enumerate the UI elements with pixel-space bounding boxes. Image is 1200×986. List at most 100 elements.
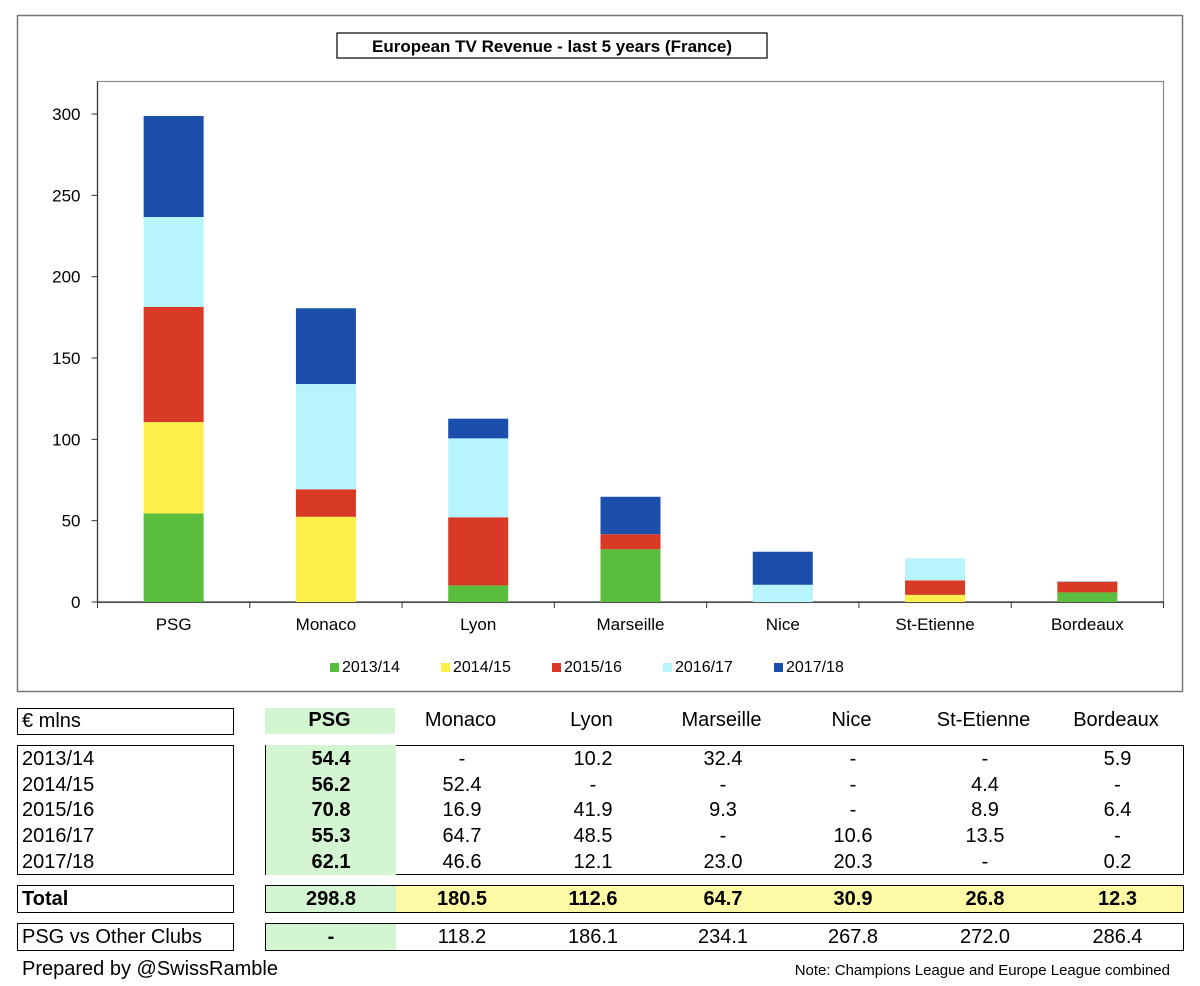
table-cell: 20.3 — [833, 850, 873, 873]
total-values-box: 298.8 180.5 112.6 64.7 30.9 26.8 12.3 — [265, 885, 1184, 913]
legend-label: 2017/18 — [786, 659, 844, 676]
table-cell: 41.9 — [573, 799, 613, 822]
bar-segment — [752, 584, 813, 602]
vs-cell: 234.1 — [697, 925, 749, 948]
season-label: 2017/18 — [22, 850, 95, 873]
bar-segment — [295, 384, 356, 490]
table-cell: - — [458, 748, 466, 771]
bar-segment — [905, 580, 966, 595]
y-tick-label: 300 — [52, 105, 80, 124]
table-cell: 6.4 — [1103, 799, 1132, 822]
total-cell: 112.6 — [528, 886, 658, 912]
bar-segment — [448, 438, 509, 518]
table-cell: 16.9 — [442, 799, 482, 822]
season-label-row: 2014/15 — [18, 773, 233, 799]
table-cell: - — [719, 773, 727, 796]
table-cell: 64.7 — [442, 825, 482, 848]
unit-label-box: € mlns — [17, 708, 234, 735]
table-row: 54.4 - 10.2 32.4 - - 5.9 — [266, 747, 1183, 773]
table-cell: - — [849, 773, 857, 796]
total-cell: 30.9 — [788, 886, 918, 912]
legend-label: 2014/15 — [453, 659, 511, 676]
y-tick-label: 200 — [52, 268, 80, 287]
season-values-box: 54.4-10.2 32.4- -5.9 56.2 52.4- - -4.4-70.8 16.… — [265, 745, 1184, 875]
table-row: 62.1 46.6 12.1 23.0 20.3 - 0.2 — [266, 849, 1183, 875]
table-cell: 10.2 — [573, 748, 613, 771]
bar-segment — [1057, 592, 1118, 602]
vs-label-box: PSG vs Other Clubs — [17, 923, 234, 951]
vs-cell: - — [266, 924, 396, 950]
bar-segment — [448, 517, 509, 586]
table-cell: - — [589, 773, 597, 796]
y-tick-label: 150 — [52, 349, 80, 368]
x-tick-label: Monaco — [296, 615, 356, 634]
legend-swatch — [774, 663, 783, 672]
table-cell: 8.9 — [971, 799, 999, 822]
club-header: PSG — [264, 707, 395, 734]
club-header: Lyon — [570, 709, 613, 732]
total-cell: 298.8 — [266, 886, 396, 912]
season-label: 2015/16 — [22, 799, 95, 822]
x-tick-label: Lyon — [460, 615, 496, 634]
season-rows-block: 2013/14 2014/15 2015/16 2016/17 2017/18 54.4… — [17, 745, 1184, 875]
vs-cell: 267.8 — [827, 925, 879, 948]
table-cell: 46.6 — [442, 850, 482, 873]
table-cell: 0.2 — [1103, 850, 1132, 873]
season-label: 2014/15 — [22, 773, 95, 796]
vs-cell: 286.4 — [1092, 925, 1143, 948]
table-row: 70.8 16.9 41.9 9.3 - 8.9 6.4 — [266, 798, 1183, 824]
x-tick-label: Nice — [766, 615, 800, 634]
table-cell: - — [1114, 825, 1121, 848]
bar-segment — [143, 422, 204, 514]
legend-label: 2016/17 — [675, 659, 733, 676]
chart-title-box — [336, 32, 768, 59]
club-header: Monaco — [424, 709, 497, 732]
total-cell: 180.5 — [396, 886, 528, 912]
bar-segment — [448, 585, 509, 602]
vs-cell: 186.1 — [567, 925, 619, 948]
table-cell: 52.4 — [442, 773, 482, 796]
table-cell: - — [1114, 773, 1121, 796]
y-tick-label: 250 — [52, 186, 80, 205]
table-row: 56.2 52.4 - - - 4.4 - — [266, 772, 1183, 799]
x-tick-label: Bordeaux — [1051, 615, 1124, 634]
table-cell: - — [719, 825, 727, 848]
table-cell: 13.5 — [965, 825, 1005, 848]
table-cell: 70.8 — [266, 798, 396, 824]
table-cell: 55.3 — [266, 823, 396, 850]
vs-cell: 272.0 — [959, 925, 1011, 948]
x-tick-label: St-Etienne — [895, 615, 974, 634]
legend-swatch — [552, 663, 561, 672]
season-labels-box: 2013/14 2014/15 2015/16 2016/17 2017/18 — [17, 745, 234, 875]
table-cell: 5.9 — [1103, 748, 1132, 771]
season-label: 2016/17 — [22, 825, 95, 848]
bar-segment — [600, 534, 661, 550]
season-label-row: 2015/16 — [18, 798, 233, 824]
table-cell: 56.2 — [266, 772, 396, 799]
table-cell: 4.4 — [971, 773, 999, 796]
bar-segment — [295, 308, 356, 385]
table-cell: 32.4 — [703, 748, 743, 771]
footer-note: Note: Champions League and Europe League… — [794, 962, 1170, 979]
unit-label: € mlns — [22, 710, 81, 732]
chart: 0 50 100 150 200 250 300 PSG Monaco Lyon Marseill… — [16, 14, 1184, 693]
table-cell: 48.5 — [573, 825, 613, 848]
table-cell: 9.3 — [709, 799, 737, 822]
legend-swatch — [441, 663, 450, 672]
club-header: St-Etienne — [936, 709, 1031, 732]
bar-segment — [143, 513, 204, 602]
legend-label: 2013/14 — [342, 659, 400, 676]
x-tick-label: Marseille — [596, 615, 664, 634]
y-tick-label: 100 — [52, 430, 80, 449]
season-label-row: 2013/14 — [18, 747, 233, 773]
bar-segment — [1057, 581, 1118, 593]
vs-row: PSG vs Other Clubs - 118.2 186.1 234.1 267.8… — [17, 923, 1184, 951]
legend-swatch — [330, 663, 339, 672]
y-tick-label: 0 — [71, 593, 80, 612]
club-header: Marseille — [681, 709, 762, 732]
total-cell: 64.7 — [658, 886, 788, 912]
table-cell: 12.1 — [573, 850, 613, 873]
bar-segment — [295, 516, 356, 602]
table-cell: - — [849, 748, 857, 771]
header-clubs-box: PSG Monaco Lyon Marseille Nice St-Etienne Bord… — [264, 707, 1184, 735]
